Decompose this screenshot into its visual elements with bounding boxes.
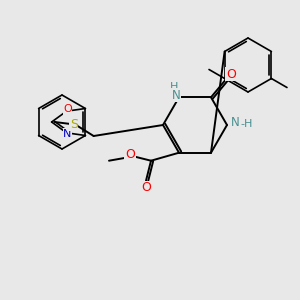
Text: N: N: [231, 116, 239, 130]
Text: O: O: [141, 181, 151, 194]
Text: O: O: [226, 68, 236, 81]
Text: H: H: [170, 82, 178, 92]
Text: N: N: [63, 129, 72, 139]
Text: O: O: [125, 148, 135, 161]
Text: O: O: [63, 104, 72, 114]
Text: N: N: [172, 89, 180, 102]
Text: S: S: [70, 118, 78, 130]
Text: -H: -H: [241, 119, 253, 129]
